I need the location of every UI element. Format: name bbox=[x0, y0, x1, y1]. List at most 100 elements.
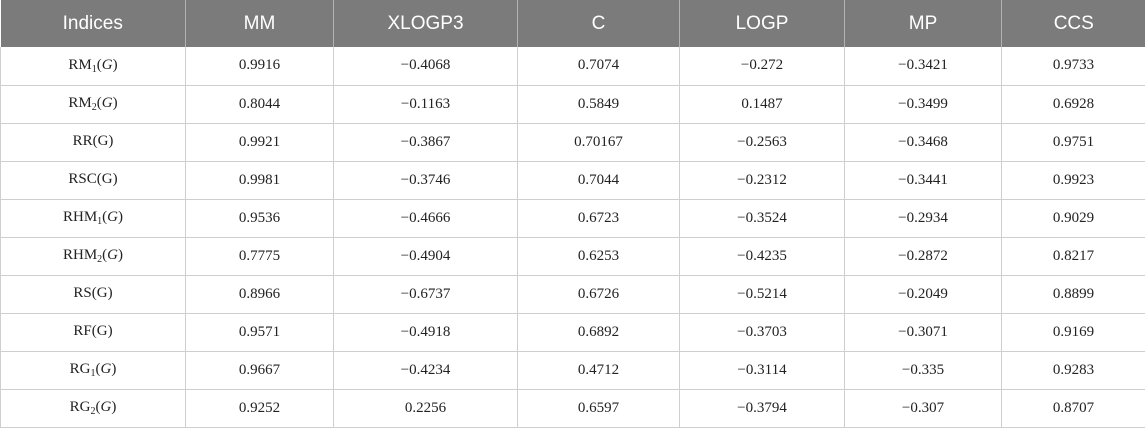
value-cell: 0.9923 bbox=[1001, 161, 1145, 200]
index-close-paren: ) bbox=[112, 171, 118, 187]
index-subscript: 1 bbox=[91, 63, 97, 75]
index-name-cell: RS(G) bbox=[0, 275, 186, 314]
index-name-cell: RHM1(G) bbox=[0, 199, 186, 238]
header-logp: LOGP bbox=[679, 0, 845, 47]
index-name: RR bbox=[72, 133, 93, 149]
value-cell: 0.1487 bbox=[679, 85, 845, 124]
value-cell: −0.4235 bbox=[679, 237, 845, 276]
header-mp: MP bbox=[844, 0, 1002, 47]
index-open-paren: ( bbox=[92, 133, 98, 149]
index-variable: G bbox=[96, 323, 108, 339]
table-row: RG1(G) 0.9667 −0.4234 0.4712 −0.3114 −0.335 0.… bbox=[0, 351, 1145, 390]
value-cell: 0.7044 bbox=[517, 161, 680, 200]
index-name: RS bbox=[73, 285, 92, 301]
index-name-cell: RM1(G) bbox=[0, 47, 186, 86]
index-close-paren: ) bbox=[107, 323, 113, 339]
value-cell: −0.1163 bbox=[333, 85, 518, 124]
header-mm: MM bbox=[185, 0, 334, 47]
index-name: RHM bbox=[62, 247, 98, 263]
index-open-paren: ( bbox=[96, 56, 102, 73]
index-name: RM bbox=[68, 95, 92, 111]
value-cell: 0.9283 bbox=[1001, 351, 1145, 390]
index-close-paren: ) bbox=[111, 361, 117, 377]
value-cell: 0.9169 bbox=[1001, 313, 1145, 352]
index-name: RM bbox=[68, 56, 92, 73]
value-cell: −0.3468 bbox=[844, 123, 1002, 162]
value-cell: −0.3746 bbox=[333, 161, 518, 200]
index-name-cell: RSC(G) bbox=[0, 161, 186, 200]
header-ccs: CCS bbox=[1001, 0, 1145, 47]
value-cell: −0.6737 bbox=[333, 275, 518, 314]
value-cell: −0.4068 bbox=[333, 47, 518, 86]
value-cell: 0.6928 bbox=[1001, 85, 1145, 124]
index-name-cell: RG2(G) bbox=[0, 389, 186, 428]
index-variable: G bbox=[100, 361, 112, 377]
value-cell: 0.9571 bbox=[185, 313, 334, 352]
value-cell: −0.307 bbox=[844, 389, 1002, 428]
value-cell: −0.2563 bbox=[679, 123, 845, 162]
value-cell: −0.272 bbox=[679, 47, 845, 86]
header-c: C bbox=[517, 0, 680, 47]
index-name-cell: RHM2(G) bbox=[0, 237, 186, 276]
value-cell: −0.2049 bbox=[844, 275, 1002, 314]
value-cell: 0.9029 bbox=[1001, 199, 1145, 238]
index-open-paren: ( bbox=[96, 171, 102, 187]
index-subscript: 2 bbox=[97, 254, 103, 265]
value-cell: −0.3499 bbox=[844, 85, 1002, 124]
index-name: RG bbox=[69, 361, 91, 377]
value-cell: −0.5214 bbox=[679, 275, 845, 314]
value-cell: −0.2872 bbox=[844, 237, 1002, 276]
index-subscript: 1 bbox=[97, 216, 103, 227]
index-open-paren: ( bbox=[95, 399, 101, 415]
value-cell: 0.9667 bbox=[185, 351, 334, 390]
table-row: RM1(G) 0.9916 −0.4068 0.7074 −0.272 −0.3421 0.… bbox=[0, 47, 1145, 86]
index-name-cell: RR(G) bbox=[0, 123, 186, 162]
value-cell: 0.8707 bbox=[1001, 389, 1145, 428]
index-open-paren: ( bbox=[96, 95, 102, 111]
header-indices: Indices bbox=[0, 0, 186, 47]
index-variable: G bbox=[100, 399, 112, 415]
value-cell: 0.6892 bbox=[517, 313, 680, 352]
table-row: RF(G) 0.9571 −0.4918 0.6892 −0.3703 −0.3071 0.… bbox=[0, 313, 1145, 352]
index-variable: G bbox=[107, 209, 119, 225]
value-cell: −0.3524 bbox=[679, 199, 845, 238]
index-close-paren: ) bbox=[112, 95, 118, 111]
value-cell: 0.6597 bbox=[517, 389, 680, 428]
index-name: RSC bbox=[68, 171, 97, 187]
table-row: RSC(G) 0.9981 −0.3746 0.7044 −0.2312 −0.3441 0… bbox=[0, 161, 1145, 200]
index-close-paren: ) bbox=[112, 56, 118, 73]
value-cell: 0.7074 bbox=[517, 47, 680, 86]
index-open-paren: ( bbox=[95, 361, 101, 377]
index-close-paren: ) bbox=[107, 285, 113, 301]
value-cell: 0.70167 bbox=[517, 123, 680, 162]
table-row: RG2(G) 0.9252 0.2256 0.6597 −0.3794 −0.307 0.8… bbox=[0, 389, 1145, 428]
value-cell: 0.7775 bbox=[185, 237, 334, 276]
index-subscript: 2 bbox=[90, 406, 96, 417]
value-cell: 0.6726 bbox=[517, 275, 680, 314]
value-cell: −0.4918 bbox=[333, 313, 518, 352]
value-cell: 0.9981 bbox=[185, 161, 334, 200]
header-row: Indices MM XLOGP3 C LOGP MP CCS bbox=[0, 0, 1145, 47]
value-cell: −0.3703 bbox=[679, 313, 845, 352]
value-cell: 0.8966 bbox=[185, 275, 334, 314]
table-header: Indices MM XLOGP3 C LOGP MP CCS bbox=[0, 0, 1145, 47]
value-cell: −0.3794 bbox=[679, 389, 845, 428]
index-name-cell: RF(G) bbox=[0, 313, 186, 352]
index-variable: G bbox=[101, 95, 113, 111]
value-cell: 0.8217 bbox=[1001, 237, 1145, 276]
index-variable: G bbox=[97, 133, 109, 149]
value-cell: 0.9733 bbox=[1001, 47, 1145, 86]
index-variable: G bbox=[101, 56, 113, 73]
index-name: RF bbox=[73, 323, 92, 339]
value-cell: −0.2934 bbox=[844, 199, 1002, 238]
value-cell: −0.4666 bbox=[333, 199, 518, 238]
index-name-cell: RM2(G) bbox=[0, 85, 186, 124]
table-row: RHM1(G) 0.9536 −0.4666 0.6723 −0.3524 −0.2934… bbox=[0, 199, 1145, 238]
value-cell: −0.4234 bbox=[333, 351, 518, 390]
value-cell: 0.6253 bbox=[517, 237, 680, 276]
index-name: RG bbox=[69, 399, 91, 415]
value-cell: −0.335 bbox=[844, 351, 1002, 390]
value-cell: 0.6723 bbox=[517, 199, 680, 238]
value-cell: −0.4904 bbox=[333, 237, 518, 276]
